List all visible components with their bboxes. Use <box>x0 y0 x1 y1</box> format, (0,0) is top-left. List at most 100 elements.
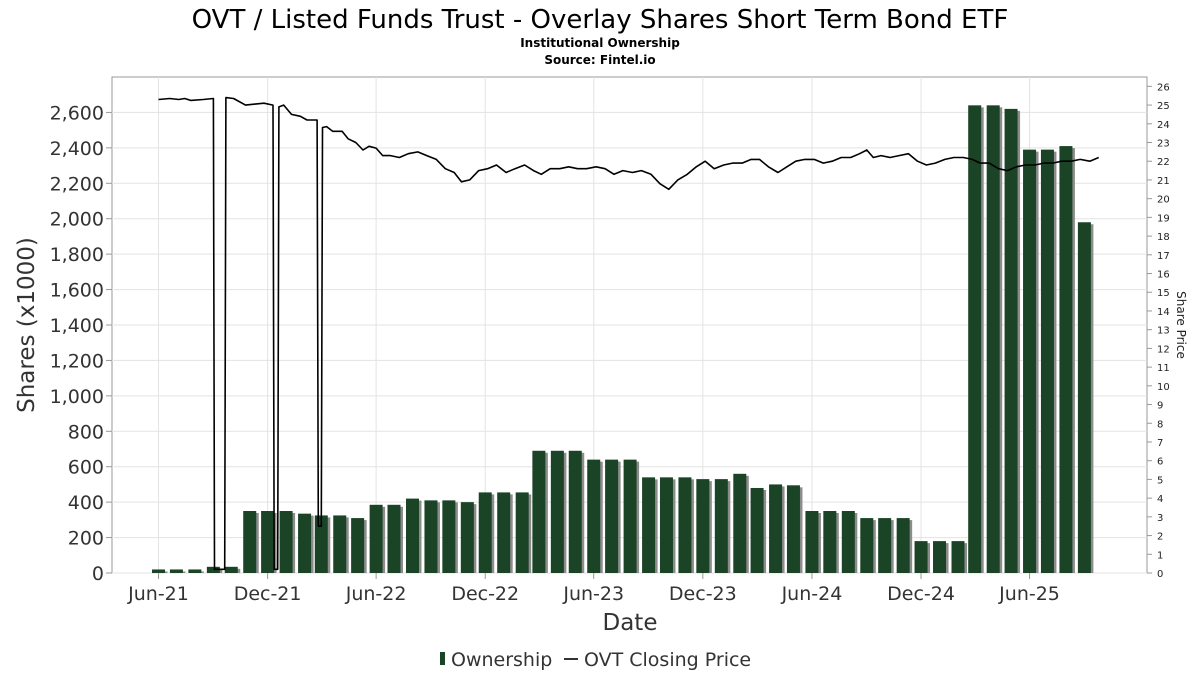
ownership-bar <box>786 485 800 573</box>
ownership-bar <box>206 566 220 573</box>
ownership-bar <box>696 479 710 573</box>
ownership-bar <box>896 518 910 573</box>
y2-tick-label: 4 <box>1157 494 1163 505</box>
y2-tick-label: 6 <box>1157 457 1163 468</box>
y2-tick-label: 3 <box>1157 513 1163 524</box>
x-tick-label: Dec-21 <box>234 583 302 605</box>
ownership-bar <box>532 450 546 573</box>
ownership-bar <box>515 492 529 573</box>
ownership-bar <box>914 541 928 573</box>
y-tick-label: 2,400 <box>50 138 104 160</box>
ownership-bar <box>478 492 492 573</box>
x-tick-label: Jun-25 <box>998 583 1060 605</box>
x-tick-label: Dec-22 <box>451 583 519 605</box>
ownership-bar <box>642 477 656 573</box>
y-tick-label: 200 <box>68 528 104 550</box>
ownership-bar <box>497 492 511 573</box>
chart-subtitle-line-2: Source: Fintel.io <box>544 53 655 67</box>
y2-tick-label: 0 <box>1157 569 1163 580</box>
ownership-bar <box>369 504 383 573</box>
ownership-bar <box>878 518 892 573</box>
y-axis-label: Shares (x1000) <box>14 237 40 413</box>
ownership-bar <box>568 450 582 573</box>
chart-subtitle-line-1: Institutional Ownership <box>520 36 680 50</box>
ownership-bar <box>951 541 965 573</box>
ownership-bar <box>550 450 564 573</box>
ownership-bar <box>1023 149 1037 573</box>
price-line-layer <box>158 96 1100 571</box>
y2-tick-label: 13 <box>1157 326 1170 337</box>
y2-axis-ticks: 0123456789101112131415161718192021222324… <box>1147 82 1170 580</box>
ownership-bar <box>1040 149 1054 573</box>
y-tick-label: 2,000 <box>50 209 104 231</box>
ownership-bar <box>733 473 747 573</box>
ownership-bar <box>986 105 1000 573</box>
y-tick-label: 800 <box>68 421 104 443</box>
ownership-bar <box>279 511 293 573</box>
y-tick-label: 1,800 <box>50 244 104 266</box>
y2-axis-label: Share Price <box>1174 291 1188 359</box>
legend: Ownership OVT Closing Price <box>440 649 751 671</box>
y2-tick-label: 1 <box>1157 550 1163 561</box>
ownership-bar <box>333 515 347 573</box>
y-tick-label: 400 <box>68 492 104 514</box>
ownership-bar <box>587 459 601 573</box>
y-tick-label: 1,600 <box>50 280 104 302</box>
y2-tick-label: 9 <box>1157 401 1163 412</box>
ownership-bar <box>605 459 619 573</box>
y-tick-label: 2,200 <box>50 173 104 195</box>
ownership-bar <box>769 484 783 573</box>
y2-tick-label: 17 <box>1157 251 1170 262</box>
y2-tick-label: 16 <box>1157 270 1170 281</box>
x-axis-ticks: Jun-21 Dec-21 Jun-22 Dec-22 Jun-23 Dec-23 Jun-… <box>127 573 1060 605</box>
ownership-bar <box>805 511 819 573</box>
ownership-bars <box>152 105 1094 574</box>
x-tick-label: Jun-24 <box>781 583 843 605</box>
y2-tick-label: 10 <box>1157 382 1170 393</box>
y2-tick-label: 18 <box>1157 232 1170 243</box>
y2-tick-label: 19 <box>1157 213 1170 224</box>
y-tick-label: 600 <box>68 457 104 479</box>
y-tick-label: 1,400 <box>50 315 104 337</box>
ownership-bar <box>169 569 183 573</box>
y2-tick-label: 15 <box>1157 288 1170 299</box>
y2-tick-label: 23 <box>1157 139 1170 150</box>
ownership-bar <box>860 518 874 573</box>
x-tick-label: Jun-23 <box>562 583 624 605</box>
ownership-bar <box>1077 222 1091 573</box>
ownership-bar <box>823 511 837 573</box>
ownership-bar <box>188 569 202 573</box>
y2-tick-label: 26 <box>1157 82 1170 93</box>
legend-ownership-swatch <box>440 652 445 665</box>
ownership-bar <box>387 504 401 573</box>
ownership-bar <box>714 479 728 573</box>
ownership-bar <box>623 459 637 573</box>
y-tick-label: 1,000 <box>50 386 104 408</box>
y2-tick-label: 2 <box>1157 532 1163 543</box>
ownership-bar <box>933 541 947 573</box>
ownership-bar <box>314 515 328 573</box>
y2-tick-label: 12 <box>1157 344 1170 355</box>
y-tick-label: 1,200 <box>50 350 104 372</box>
x-tick-label: Jun-22 <box>345 583 407 605</box>
price-line <box>158 96 1100 571</box>
ownership-bar <box>968 105 982 573</box>
y2-tick-label: 7 <box>1157 438 1163 449</box>
ownership-bar <box>424 500 438 573</box>
ownership-bar <box>1004 108 1018 573</box>
y-axis-ticks: 0 200 400 600 800 1,000 1,200 1,400 1,600 1,800 2,… <box>50 102 112 585</box>
x-tick-label: Dec-24 <box>887 583 955 605</box>
ownership-bar <box>243 511 257 573</box>
ownership-bar <box>659 477 673 573</box>
y2-tick-label: 14 <box>1157 307 1170 318</box>
ownership-bar <box>224 566 238 573</box>
x-tick-label: Jun-21 <box>127 583 189 605</box>
ownership-bar <box>841 511 855 573</box>
y-tick-label: 0 <box>92 563 104 585</box>
x-tick-label: Dec-23 <box>669 583 737 605</box>
y2-tick-label: 21 <box>1157 176 1170 187</box>
y-tick-label: 2,600 <box>50 102 104 124</box>
ownership-bar <box>460 502 474 573</box>
ownership-bar <box>442 500 456 573</box>
